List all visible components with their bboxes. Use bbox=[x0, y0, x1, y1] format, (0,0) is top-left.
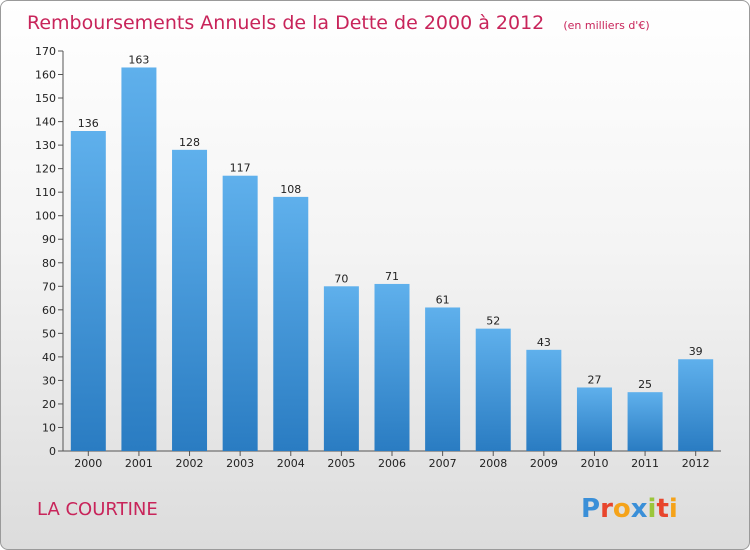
y-tick-label: 40 bbox=[42, 351, 56, 364]
x-tick-label: 2008 bbox=[479, 457, 507, 470]
y-tick-label: 70 bbox=[42, 280, 56, 293]
x-tick-label: 2000 bbox=[74, 457, 102, 470]
bar-value-label: 128 bbox=[179, 136, 200, 149]
x-tick-label: 2009 bbox=[530, 457, 558, 470]
bar bbox=[273, 196, 309, 451]
bar bbox=[627, 392, 663, 451]
bar bbox=[576, 387, 612, 451]
y-tick-label: 60 bbox=[42, 304, 56, 317]
y-tick-label: 120 bbox=[35, 163, 56, 176]
y-tick-label: 100 bbox=[35, 210, 56, 223]
bar bbox=[425, 307, 461, 451]
chart-title: Remboursements Annuels de la Dette de 20… bbox=[27, 12, 650, 34]
x-tick-label: 2010 bbox=[580, 457, 608, 470]
bar-value-label: 52 bbox=[486, 315, 500, 328]
bar-value-label: 43 bbox=[537, 336, 551, 349]
x-tick-label: 2012 bbox=[682, 457, 710, 470]
bar-value-label: 27 bbox=[587, 373, 601, 386]
proxiti-logo: Proxiti bbox=[581, 494, 678, 524]
bars: 136 163 128 117 108 70 71 61 52 43 27 25 39 bbox=[70, 53, 714, 452]
y-tick-label: 160 bbox=[35, 69, 56, 82]
x-tick-label: 2011 bbox=[631, 457, 659, 470]
bar bbox=[70, 131, 106, 451]
bar bbox=[222, 175, 258, 452]
x-tick-label: 2004 bbox=[277, 457, 305, 470]
logo-letter: i bbox=[648, 494, 657, 524]
y-tick-label: 90 bbox=[42, 233, 56, 246]
y-tick-label: 150 bbox=[35, 92, 56, 105]
y-tick-label: 80 bbox=[42, 257, 56, 270]
chart-unit: (en milliers d'€) bbox=[563, 19, 649, 32]
x-tick-label: 2006 bbox=[378, 457, 406, 470]
bar-value-label: 61 bbox=[436, 293, 450, 306]
bar bbox=[475, 328, 511, 451]
logo-letter: x bbox=[631, 494, 648, 524]
bar-value-label: 108 bbox=[280, 183, 301, 196]
y-tick-label: 130 bbox=[35, 139, 56, 152]
logo-letter: i bbox=[669, 494, 678, 524]
bar bbox=[678, 359, 714, 451]
commune-name: LA COURTINE bbox=[37, 499, 158, 520]
bar bbox=[526, 349, 562, 451]
axes: 0 10 20 30 40 50 60 70 80 90 100 110 120 130 140 150 160… bbox=[35, 45, 721, 470]
y-tick-label: 0 bbox=[49, 445, 56, 458]
x-tick-label: 2002 bbox=[176, 457, 204, 470]
logo-letter: P bbox=[581, 494, 600, 524]
bar-value-label: 71 bbox=[385, 270, 399, 283]
x-tick-label: 2003 bbox=[226, 457, 254, 470]
y-tick-label: 50 bbox=[42, 327, 56, 340]
x-tick-label: 2005 bbox=[327, 457, 355, 470]
logo-letter: t bbox=[656, 494, 668, 524]
bar-value-label: 70 bbox=[334, 272, 348, 285]
y-tick-label: 30 bbox=[42, 374, 56, 387]
y-tick-label: 110 bbox=[35, 186, 56, 199]
bar-value-label: 163 bbox=[128, 53, 149, 66]
bar-value-label: 39 bbox=[689, 345, 703, 358]
y-tick-label: 20 bbox=[42, 398, 56, 411]
bar-value-label: 117 bbox=[230, 162, 251, 175]
bar bbox=[323, 286, 359, 451]
y-tick-label: 10 bbox=[42, 421, 56, 434]
logo-letter: r bbox=[600, 494, 613, 524]
bar bbox=[374, 283, 410, 451]
x-tick-label: 2001 bbox=[125, 457, 153, 470]
bar-value-label: 136 bbox=[78, 117, 99, 130]
chart-title-text: Remboursements Annuels de la Dette de 20… bbox=[27, 12, 544, 34]
logo-letter: o bbox=[613, 494, 631, 524]
bar-value-label: 25 bbox=[638, 378, 652, 391]
bar bbox=[121, 67, 157, 452]
x-tick-label: 2007 bbox=[429, 457, 457, 470]
y-tick-label: 140 bbox=[35, 116, 56, 129]
bar bbox=[172, 149, 208, 451]
y-tick-label: 170 bbox=[35, 45, 56, 58]
